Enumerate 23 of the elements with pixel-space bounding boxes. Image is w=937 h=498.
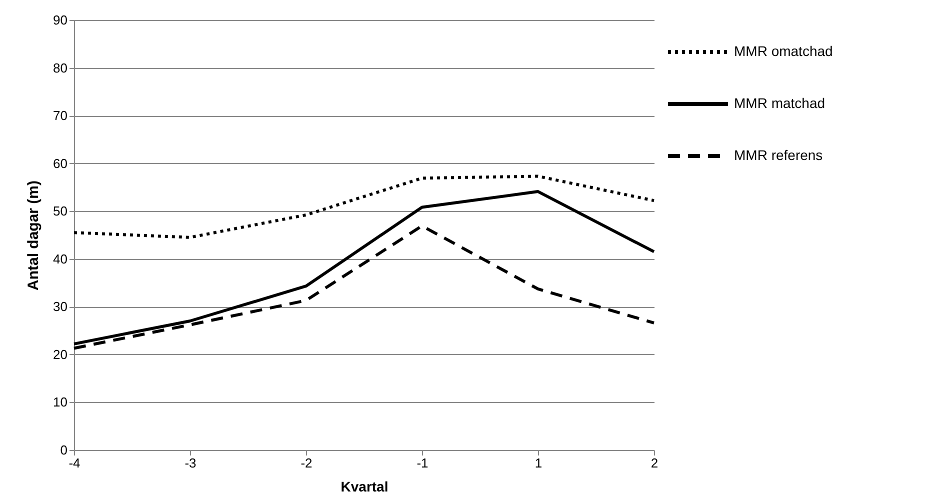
x-tick-label: 1 — [534, 456, 542, 470]
y-axis-title: Antal dagar (m) — [25, 180, 42, 291]
y-tick-label: 80 — [53, 60, 68, 76]
y-tick-label: 70 — [53, 108, 68, 124]
y-tick-label: 40 — [53, 251, 68, 266]
line-series — [72, 174, 656, 239]
x-tick-label: -4 — [68, 456, 80, 470]
x-tick-label: -2 — [300, 456, 312, 470]
legend-label: MMR omatchad — [734, 43, 833, 59]
x-axis-title: Kvartal — [340, 478, 388, 494]
y-tick-label: 10 — [53, 394, 68, 410]
legend-label: MMR matchad — [734, 95, 826, 111]
x-tick-label: -3 — [184, 456, 196, 470]
y-tick-label: 50 — [53, 204, 68, 219]
y-tick-label: 20 — [53, 346, 68, 362]
line-series — [72, 190, 656, 346]
y-tick-label: 0 — [60, 442, 68, 458]
y-tick-label: 30 — [53, 299, 68, 314]
x-tick-label: 2 — [650, 456, 658, 470]
x-tick-label: -1 — [416, 456, 428, 470]
y-tick-label: 60 — [53, 156, 68, 171]
legend-label: MMR referens — [734, 147, 823, 163]
y-tick-label: 90 — [53, 12, 68, 28]
